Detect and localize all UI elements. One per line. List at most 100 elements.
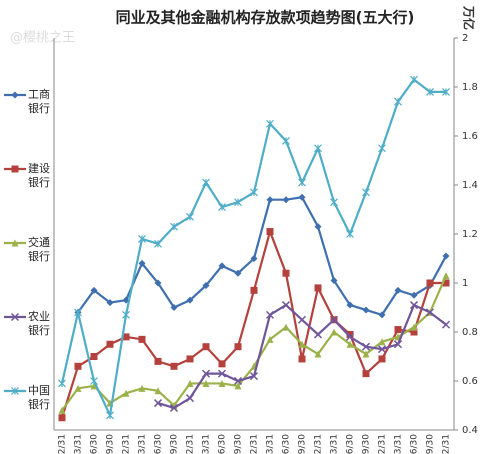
marker [314, 284, 322, 292]
y-tick-label: 1.2 [462, 229, 478, 240]
marker [298, 178, 306, 187]
marker [361, 342, 371, 351]
marker [314, 223, 322, 231]
x-tick-label: 9/30 [426, 434, 436, 454]
y-tick-label: 0.8 [462, 327, 478, 338]
marker [330, 277, 338, 285]
marker [362, 188, 370, 197]
marker [186, 296, 194, 304]
x-tick-label: 3/31 [202, 434, 212, 454]
marker [282, 136, 290, 145]
marker [249, 372, 259, 381]
x-tick-label: 12/31 [314, 434, 324, 454]
x-tick-label: 6/30 [90, 434, 100, 454]
x-tick-label: 12/31 [250, 434, 260, 454]
marker [362, 350, 370, 358]
marker [202, 343, 210, 351]
legend-label: 工商银行 [28, 88, 50, 115]
marker [314, 144, 322, 153]
chart-title: 同业及其他金融机构存放款项趋势图(五大行) [116, 9, 415, 27]
marker [441, 320, 451, 329]
marker [138, 234, 146, 243]
marker [201, 369, 211, 378]
marker [218, 379, 226, 387]
marker [298, 340, 306, 348]
marker [393, 340, 403, 349]
marker [378, 144, 386, 153]
marker [186, 212, 194, 221]
y-tick-label: 1.4 [462, 180, 478, 191]
x-tick-label: 6/30 [282, 434, 292, 454]
y-tick-label: 2 [462, 33, 468, 44]
x-tick-label: 6/30 [410, 434, 420, 454]
x-tick-label: 12/31 [378, 434, 388, 454]
marker [138, 259, 146, 267]
y-axis-label: 万亿 [462, 5, 477, 30]
x-tick-label: 3/31 [74, 434, 84, 454]
x-tick-label: 9/30 [234, 434, 244, 454]
y-tick-label: 0.6 [462, 376, 478, 387]
marker [362, 306, 370, 314]
marker [138, 384, 146, 392]
marker [169, 403, 179, 412]
marker [122, 389, 130, 397]
marker [234, 382, 242, 390]
marker [362, 370, 370, 378]
marker [138, 335, 146, 343]
marker [11, 165, 19, 173]
marker [281, 301, 291, 310]
marker [266, 196, 274, 204]
marker [378, 338, 386, 346]
marker [266, 228, 274, 236]
marker [90, 353, 98, 360]
marker [218, 262, 226, 270]
marker [58, 379, 66, 388]
marker [329, 315, 339, 324]
x-tick-label: 6/30 [346, 434, 356, 454]
legend-label: 交通银行 [28, 236, 50, 263]
marker [250, 188, 258, 197]
marker [409, 301, 419, 310]
marker [313, 330, 323, 339]
marker [282, 196, 290, 204]
marker [346, 330, 354, 338]
marker [74, 384, 82, 392]
marker [346, 340, 354, 348]
marker [378, 311, 386, 319]
marker [266, 119, 274, 128]
marker [330, 198, 338, 207]
marker [426, 279, 434, 287]
marker [74, 362, 82, 370]
x-tick-label: 9/30 [106, 434, 116, 454]
marker [250, 286, 258, 294]
marker [410, 328, 418, 336]
marker [153, 399, 163, 408]
marker [346, 301, 354, 309]
x-tick-label: 3/31 [266, 434, 276, 454]
marker [377, 345, 387, 354]
marker [154, 239, 162, 248]
x-tick-label: 12/31 [442, 434, 452, 454]
x-tick-label: 3/31 [394, 434, 404, 454]
marker [394, 326, 402, 334]
marker [442, 252, 450, 260]
x-tick-label: 3/31 [138, 434, 148, 454]
marker [122, 333, 130, 341]
x-tick-label: 12/31 [58, 434, 68, 454]
marker [90, 377, 98, 385]
marker [154, 357, 162, 365]
marker [442, 279, 450, 287]
marker [298, 355, 306, 363]
marker [11, 91, 19, 99]
marker [90, 286, 98, 294]
marker [202, 379, 210, 387]
marker [378, 355, 386, 363]
marker [234, 198, 242, 207]
marker [90, 382, 98, 390]
series-line [61, 275, 448, 412]
marker [266, 335, 274, 343]
legend-label: 农业银行 [28, 310, 50, 337]
x-tick-label: 3/31 [330, 434, 340, 454]
marker [185, 394, 195, 403]
